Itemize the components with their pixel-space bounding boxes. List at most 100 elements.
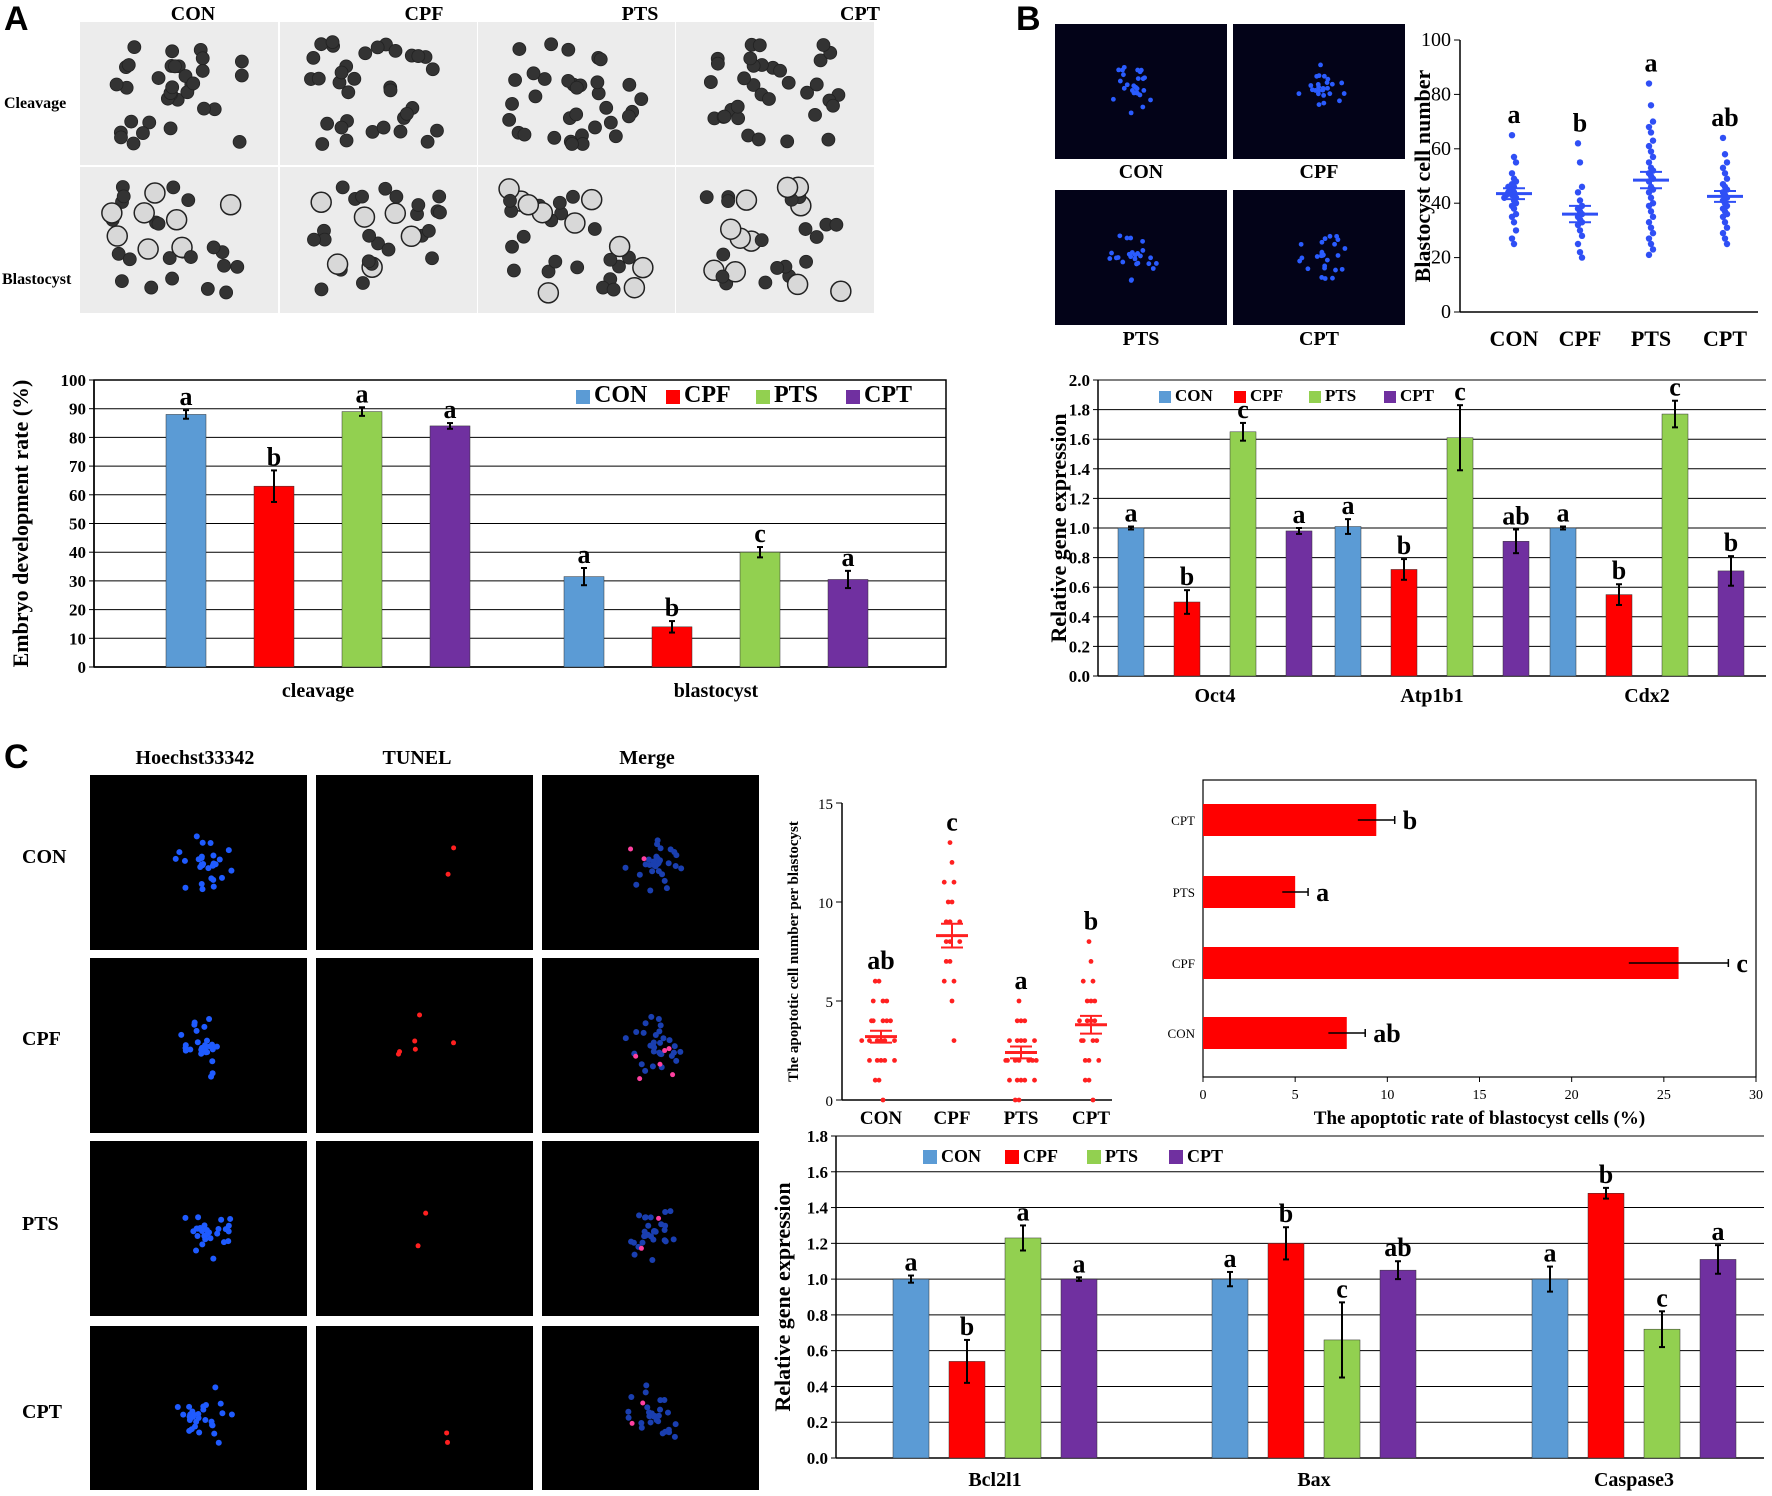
embryo-blob bbox=[505, 239, 519, 254]
nucleus-dot bbox=[1313, 88, 1318, 93]
data-point bbox=[888, 1018, 893, 1024]
data-point bbox=[1721, 170, 1729, 177]
nucleus-dot bbox=[649, 1256, 656, 1263]
nucleus-dot bbox=[673, 852, 680, 859]
significance-label: a bbox=[842, 543, 855, 572]
nucleus-dot bbox=[628, 1394, 635, 1401]
data-point bbox=[878, 1058, 884, 1063]
nucleus-dot bbox=[210, 1255, 217, 1262]
data-point bbox=[1022, 1018, 1028, 1024]
y-tick-label: 1.4 bbox=[1069, 460, 1091, 479]
legend-swatch bbox=[756, 390, 770, 404]
nucleus-dot bbox=[1124, 82, 1130, 88]
nucleus-dot bbox=[1110, 96, 1116, 102]
x-tick-label: 0 bbox=[1200, 1088, 1207, 1103]
significance-label: b bbox=[267, 442, 281, 471]
legend-swatch bbox=[1234, 391, 1246, 403]
nucleus-dot bbox=[1121, 72, 1126, 78]
tunel-dot bbox=[412, 1046, 418, 1052]
data-point bbox=[1574, 140, 1582, 147]
embryo-blob bbox=[234, 68, 249, 83]
data-point bbox=[1082, 1058, 1088, 1063]
panel-c-headers: Hoechst33342 TUNEL Merge CON CPF PTS CPT bbox=[22, 747, 675, 1423]
data-point bbox=[884, 998, 890, 1004]
embryo-blob bbox=[776, 176, 799, 199]
y-tick-label: 0.6 bbox=[1069, 578, 1090, 597]
nucleus-dot bbox=[187, 1046, 194, 1053]
category-label: Oct4 bbox=[1194, 685, 1235, 707]
nucleus-dot bbox=[182, 1045, 189, 1052]
y-tick-label: 100 bbox=[61, 371, 87, 390]
legend-swatch bbox=[1169, 1150, 1183, 1164]
embryo-blob bbox=[517, 193, 540, 216]
nucleus-dot bbox=[648, 1013, 655, 1020]
nucleus-dot bbox=[198, 880, 205, 887]
legend-label: CPF bbox=[1023, 1146, 1058, 1166]
nucleus-dot bbox=[182, 1214, 189, 1221]
nucleus-dot bbox=[180, 1411, 187, 1418]
data-point bbox=[884, 1018, 890, 1024]
panel-a-row-label: Cleavage bbox=[4, 95, 66, 112]
chart-b-cell-number: 0 20 40 60 80 100 a CON b CPF a PTS ab CPT Blastocyst … bbox=[1410, 29, 1758, 351]
nucleus-dot bbox=[659, 1430, 666, 1437]
embryo-blob bbox=[425, 62, 440, 77]
nucleus-dot bbox=[1322, 265, 1327, 271]
nucleus-dot bbox=[1321, 100, 1327, 106]
nucleus-dot bbox=[1141, 87, 1147, 93]
nucleus-dot bbox=[657, 1039, 664, 1046]
y-tick-label: 0 bbox=[826, 1094, 834, 1110]
nucleus-dot bbox=[195, 1410, 202, 1417]
nucleus-dot bbox=[1327, 233, 1333, 239]
embryo-blob bbox=[603, 252, 618, 267]
y-tick-label: 0.4 bbox=[807, 1377, 829, 1396]
chart-b-gene-expression: 0.00.20.40.60.81.01.21.41.61.82.0abcaOct… bbox=[1046, 371, 1766, 707]
embryo-blob bbox=[621, 109, 636, 124]
nucleus-dot bbox=[647, 1233, 654, 1240]
nucleus-dot bbox=[642, 1020, 649, 1027]
embryo-blob bbox=[781, 75, 796, 90]
nucleus-dot bbox=[666, 1429, 673, 1436]
panel-letter-b: B bbox=[1016, 0, 1041, 38]
embryo-blob bbox=[552, 195, 567, 210]
nucleus-dot bbox=[194, 1225, 201, 1232]
data-point bbox=[867, 1058, 872, 1063]
data-point bbox=[941, 978, 947, 984]
category-label: Atp1b1 bbox=[1400, 685, 1463, 707]
data-point bbox=[1721, 151, 1729, 158]
embryo-blob bbox=[219, 193, 242, 216]
embryo-blob bbox=[184, 250, 198, 264]
y-tick-label: 1.2 bbox=[807, 1234, 828, 1253]
significance-label: b bbox=[1084, 907, 1098, 936]
significance-label: a bbox=[1017, 1197, 1030, 1226]
data-point bbox=[1649, 229, 1657, 237]
nucleus-dot bbox=[1334, 233, 1340, 239]
bar-pts bbox=[1229, 431, 1257, 677]
bar-con bbox=[1549, 527, 1577, 677]
nucleus-dot bbox=[656, 1028, 663, 1035]
data-point bbox=[876, 1077, 882, 1083]
nucleus-dot bbox=[1128, 110, 1134, 116]
y-tick-label: 1.2 bbox=[1069, 489, 1090, 508]
data-point bbox=[1022, 1077, 1028, 1083]
data-point bbox=[1647, 208, 1655, 215]
nucleus-dot bbox=[1109, 250, 1114, 256]
nucleus-dot bbox=[198, 855, 205, 862]
y-tick-label: 70 bbox=[69, 457, 86, 476]
embryo-blob bbox=[381, 242, 396, 257]
embryo-blob bbox=[334, 65, 349, 80]
bar-cpf bbox=[1587, 1192, 1625, 1459]
y-tick-label: 0.2 bbox=[1069, 637, 1090, 656]
nucleus-dot bbox=[208, 1041, 215, 1048]
embryo-blob bbox=[165, 208, 188, 231]
tunel-dot bbox=[451, 1040, 457, 1046]
x-axis-title: The apoptotic rate of blastocyst cells (… bbox=[1314, 1108, 1645, 1129]
y-tick-label: 1.6 bbox=[1069, 430, 1090, 449]
category-label: PTS bbox=[1004, 1108, 1039, 1129]
nucleus-dot bbox=[1148, 255, 1153, 261]
significance-label: a bbox=[1125, 499, 1138, 528]
bar-cpt bbox=[1060, 1278, 1098, 1459]
embryo-blob bbox=[564, 212, 586, 234]
nucleus-dot bbox=[193, 1027, 200, 1034]
embryo-blob bbox=[420, 134, 435, 149]
data-point bbox=[1022, 1038, 1028, 1043]
